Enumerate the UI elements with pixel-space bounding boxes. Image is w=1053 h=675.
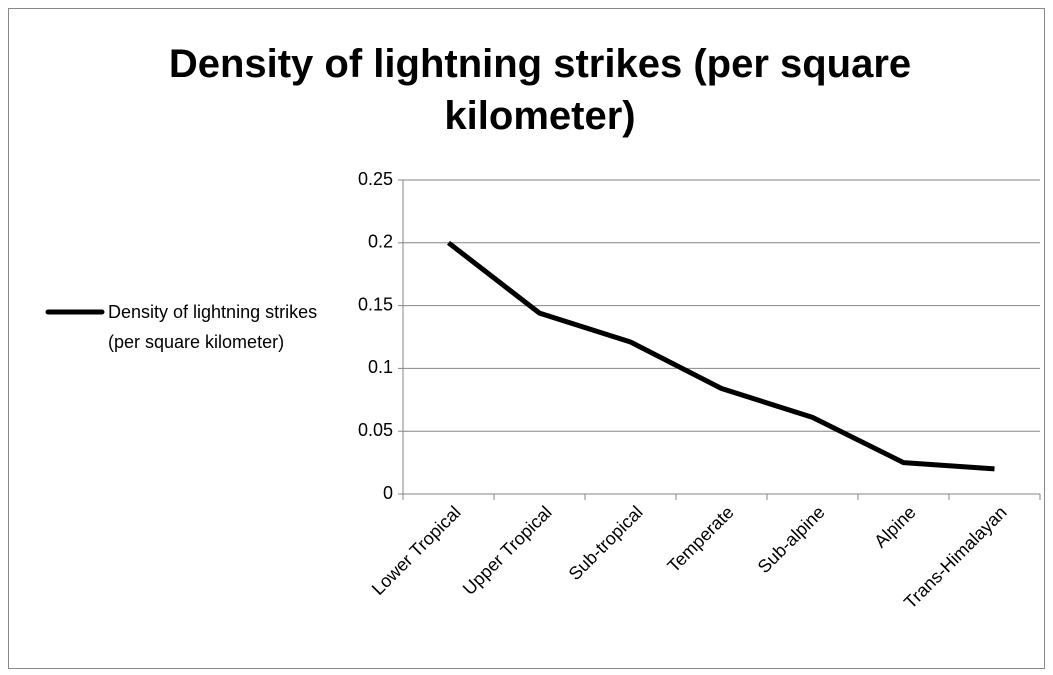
x-tick-label: Alpine — [870, 502, 920, 552]
legend-label: Density of lightning strikes (per square… — [108, 302, 318, 352]
y-tick-label: 0.25 — [358, 169, 393, 189]
x-tick-label: Upper Tropical — [459, 502, 556, 599]
y-tick-label: 0.1 — [368, 357, 393, 377]
y-tick-label: 0.05 — [358, 420, 393, 440]
chart-title: Density of lightning strikes (per square… — [168, 42, 912, 138]
series-line — [446, 240, 995, 472]
x-tick-label: Temperate — [663, 502, 737, 576]
x-tick-label: Sub-tropical — [565, 502, 647, 584]
x-tick-label: Lower Tropical — [368, 502, 465, 599]
y-tick-label: 0 — [383, 483, 393, 503]
x-tick-label: Sub-alpine — [754, 502, 829, 577]
y-tick-label: 0.2 — [368, 232, 393, 252]
y-tick-label: 0.15 — [358, 294, 393, 314]
chart-border — [8, 8, 1045, 669]
